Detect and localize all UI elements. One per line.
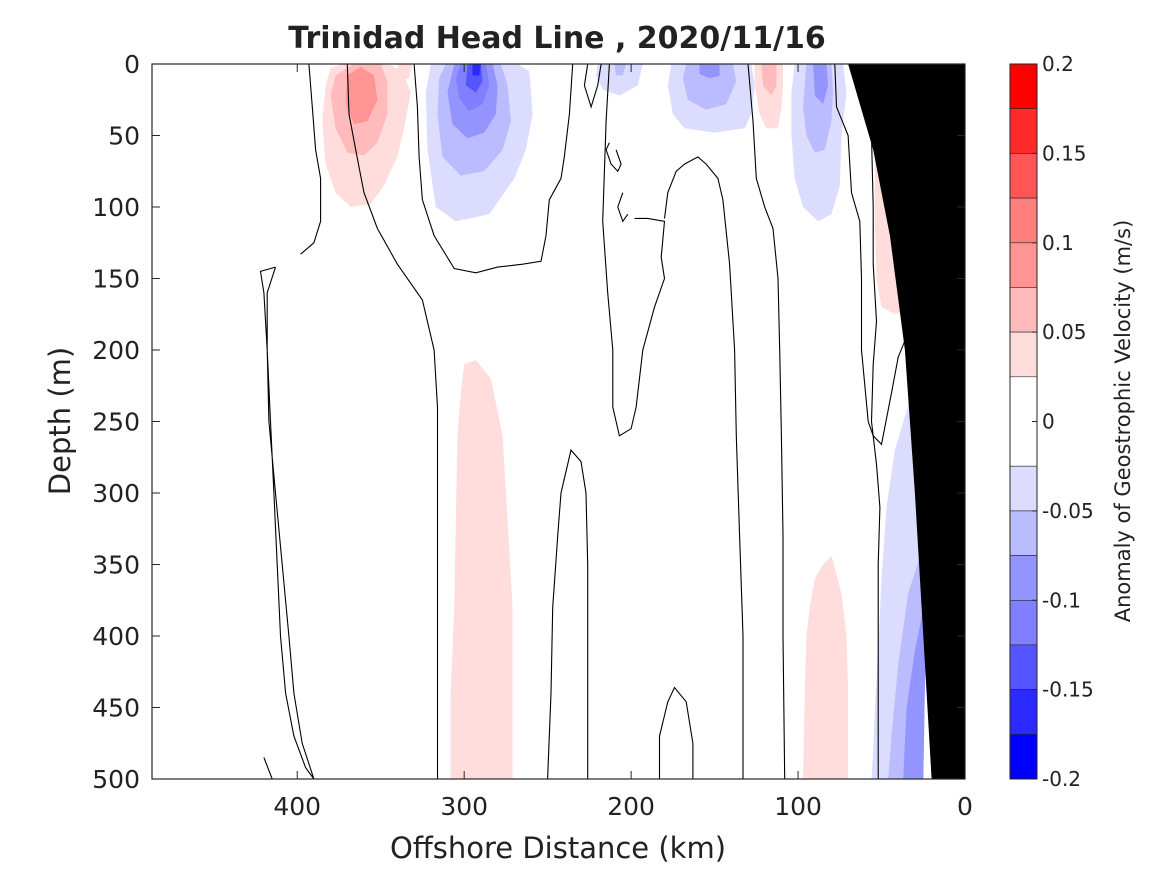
- zero-contour-290km: [413, 64, 574, 274]
- y-tick-label: 300: [92, 479, 140, 508]
- colorbar-tick-label: -0.2: [1042, 767, 1081, 791]
- fill-neg-blob-155km: [699, 64, 720, 79]
- colorbar-tick-label: 0.2: [1042, 52, 1074, 76]
- fill-pos-lobe-360km: [345, 66, 378, 125]
- y-tick-label: 50: [108, 122, 140, 151]
- zero-contour-far-offshore-deep: [259, 266, 315, 779]
- zero-contour-240km: [583, 64, 602, 109]
- colorbar-band: [1009, 644, 1038, 690]
- x-tick-label: 400: [273, 792, 321, 821]
- x-tick-label: 100: [774, 792, 822, 821]
- zero-contour-205km: [605, 142, 622, 173]
- fill-pos-blob-335km: [397, 64, 413, 82]
- y-axis-ticks: 0 50 100 150 200 250 300 350 400 450 500: [92, 50, 965, 794]
- colorbar-tick-label: -0.05: [1042, 499, 1094, 523]
- colorbar-tick-label: -0.1: [1042, 588, 1081, 612]
- fill-neg-lobe-87km: [813, 64, 829, 104]
- y-tick-label: 100: [92, 193, 140, 222]
- colorbar-band: [1009, 510, 1038, 556]
- fill-pos-deep-85km: [803, 555, 849, 779]
- x-tick-label: 200: [607, 792, 655, 821]
- fill-neg-slope: [903, 593, 927, 779]
- y-tick-label: 0: [124, 50, 140, 79]
- x-axis-ticks: 400 300 200 100 0: [273, 64, 973, 821]
- colorbar-tick-label: 0.15: [1042, 141, 1087, 165]
- colorbar: 0.2 0.15 0.1 0.05 0 -0.05 -0.1 -0.15 -0.2: [1009, 52, 1094, 791]
- zero-contour-200km-branch: [602, 64, 666, 437]
- colorbar-band: [1009, 108, 1038, 154]
- x-tick-label: 300: [440, 792, 488, 821]
- zero-contour-230km-deep: [547, 448, 589, 779]
- y-tick-label: 250: [92, 408, 140, 437]
- plot-area: [151, 63, 966, 780]
- colorbar-tick-label: 0.05: [1042, 320, 1087, 344]
- zero-contour-160km: [663, 156, 744, 779]
- y-tick-label: 200: [92, 336, 140, 365]
- zero-contour-170km-deep: [658, 686, 694, 779]
- colorbar-band: [1009, 733, 1038, 780]
- colorbar-band: [1009, 599, 1038, 646]
- x-tick-label: 0: [957, 792, 973, 821]
- colorbar-band: [1009, 153, 1038, 199]
- colorbar-band: [1009, 287, 1038, 333]
- fill-pos-blob-117km: [761, 64, 777, 96]
- fill-neg-blob-155km: [682, 64, 737, 110]
- chart-title: Trinidad Head Line , 2020/11/16: [288, 21, 825, 56]
- y-tick-label: 450: [92, 694, 140, 723]
- zero-contour-55km: [867, 64, 881, 779]
- colorbar-label: Anomaly of Geostrophic Velocity (m/s): [1111, 220, 1135, 623]
- colorbar-band: [1009, 242, 1038, 288]
- y-tick-label: 150: [92, 265, 140, 294]
- colorbar-band: [1009, 331, 1038, 378]
- colorbar-band: [1009, 689, 1038, 735]
- zero-contour-200km: [617, 192, 629, 223]
- colorbar-tick-label: 0.1: [1042, 231, 1074, 255]
- colorbar-band: [1009, 63, 1038, 110]
- colorbar-ticks: 0.2 0.15 0.1 0.05 0 -0.05 -0.1 -0.15 -0.2: [1032, 52, 1094, 791]
- fill-neg-lobe-290km: [472, 64, 481, 76]
- y-tick-label: 400: [92, 622, 140, 651]
- zero-contour-far-offshore: [300, 64, 322, 255]
- seafloor-mask: [848, 64, 965, 779]
- colorbar-band: [1009, 555, 1038, 601]
- colorbar-tick-label: 0: [1042, 410, 1055, 434]
- x-axis-label: Offshore Distance (km): [390, 831, 726, 865]
- colorbar-band: [1009, 465, 1038, 512]
- zero-contour-far-offshore-bottom: [263, 757, 273, 779]
- y-tick-label: 350: [92, 551, 140, 580]
- colorbar-band: [1009, 197, 1038, 244]
- zero-contour-380km: [346, 64, 439, 779]
- fill-neg-blob-210km: [614, 64, 627, 76]
- fill-pos-deep-290km: [450, 360, 513, 779]
- y-axis-label: Depth (m): [43, 347, 77, 495]
- zero-contour-120km: [747, 64, 786, 779]
- colorbar-tick-label: -0.15: [1042, 678, 1094, 702]
- y-tick-label: 500: [92, 765, 140, 794]
